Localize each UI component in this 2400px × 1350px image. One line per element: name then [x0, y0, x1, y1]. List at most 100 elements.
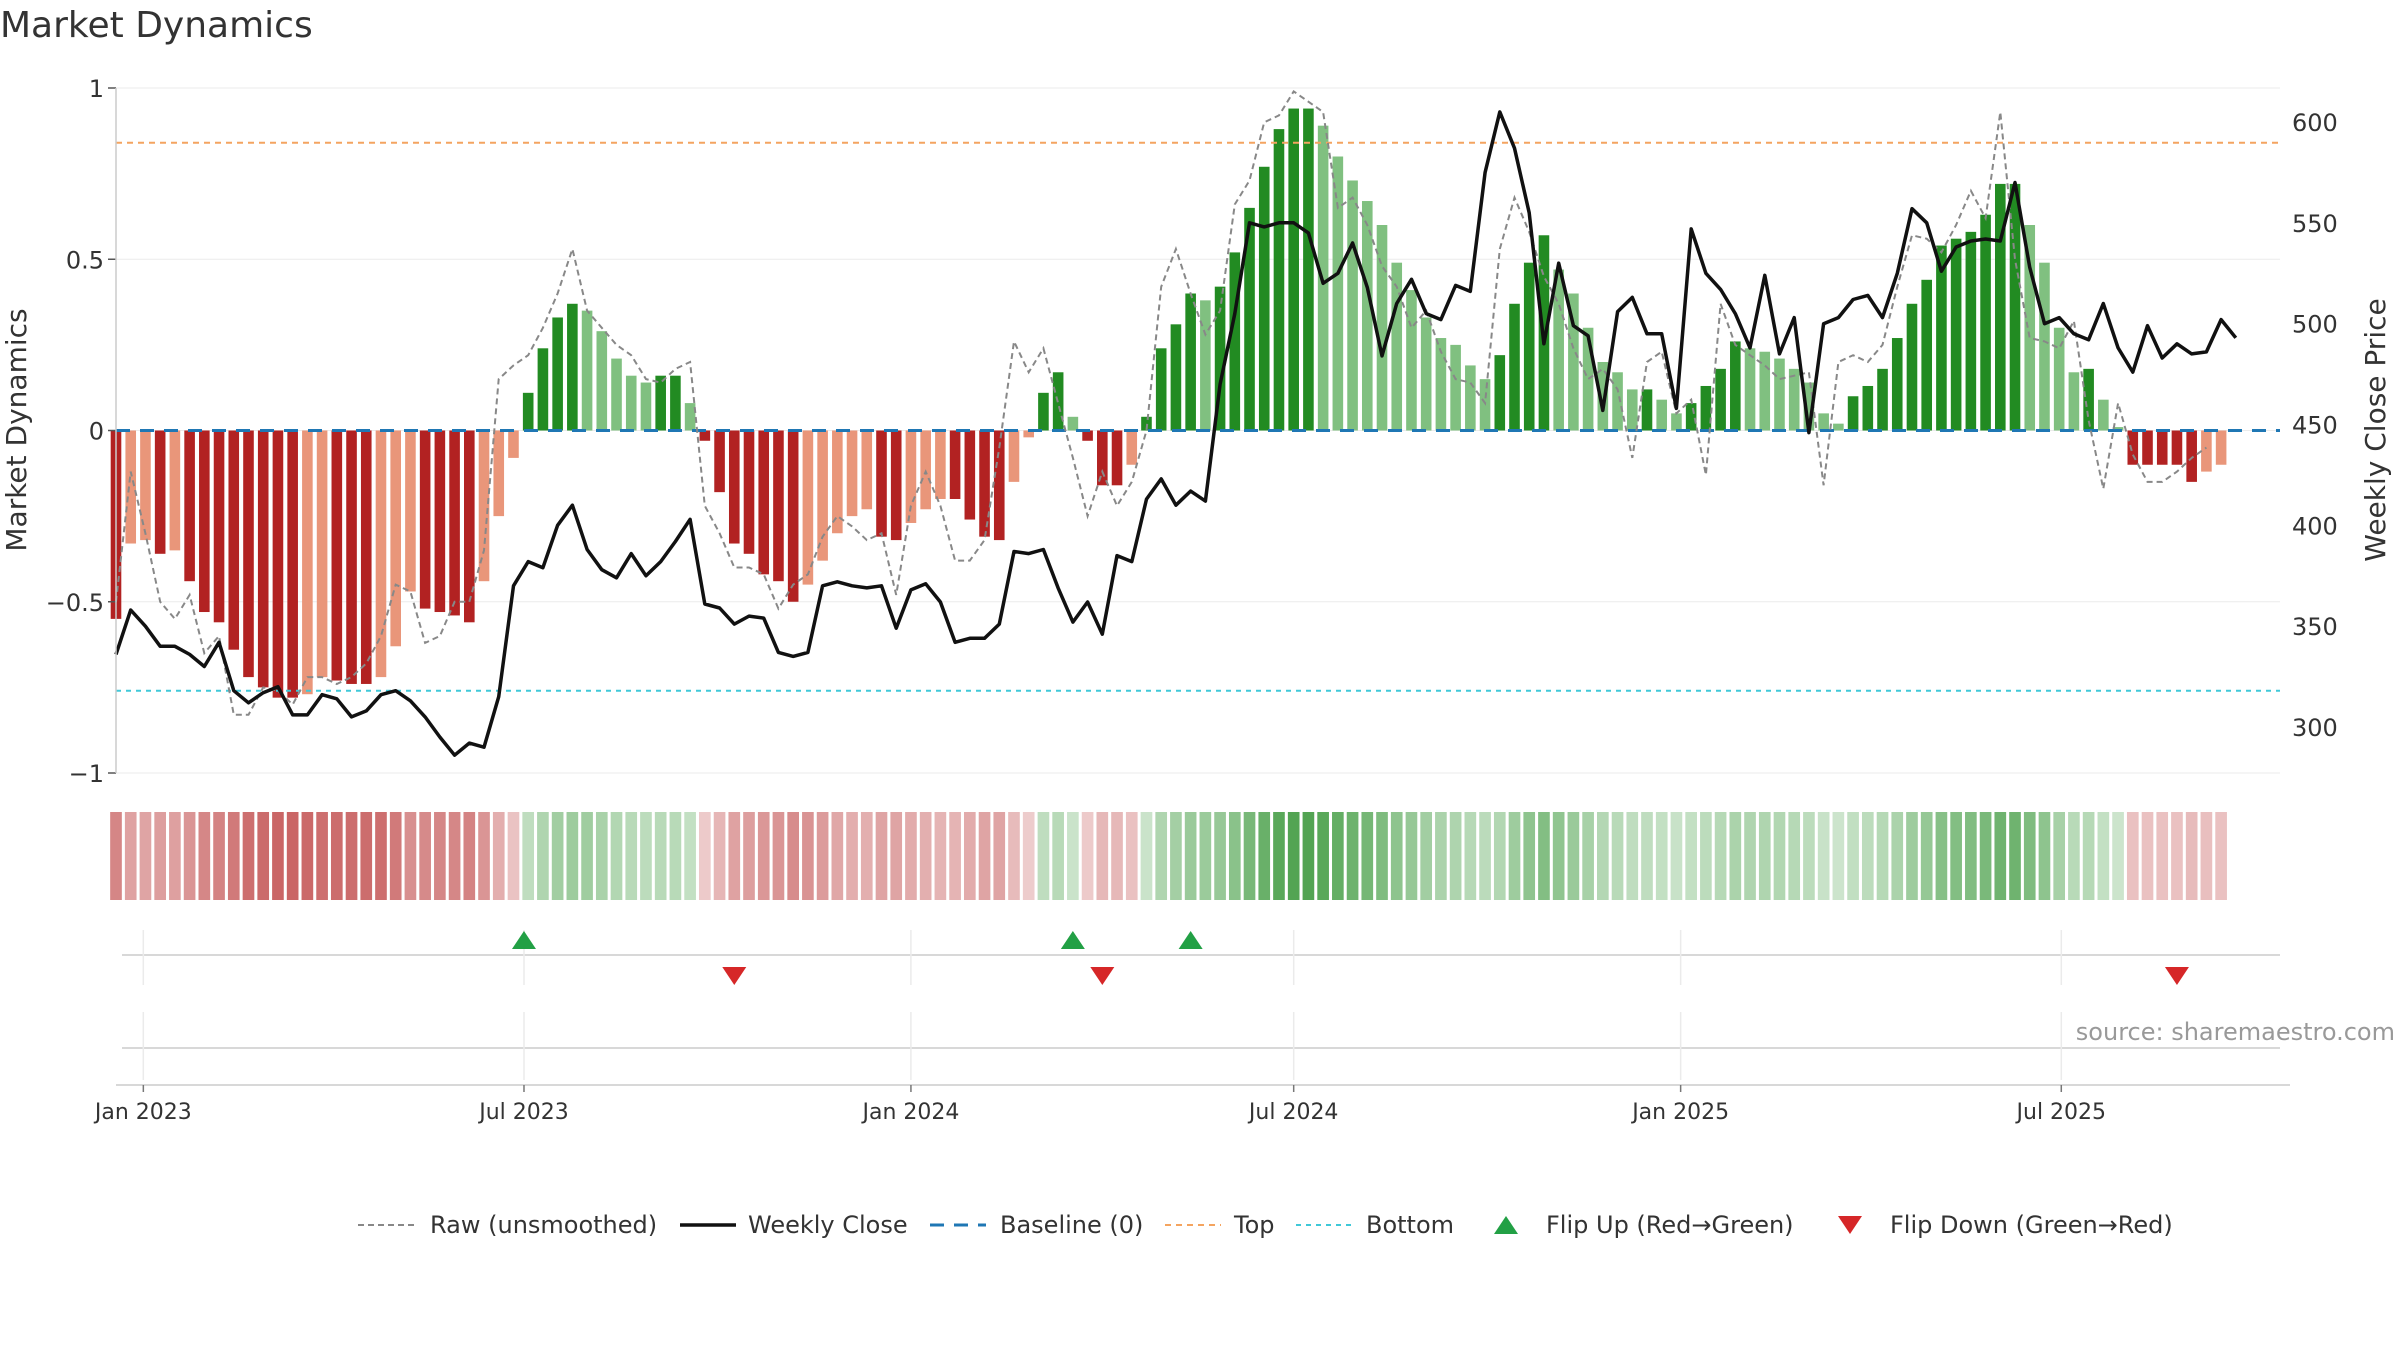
- dynamics-bar: [2039, 262, 2050, 431]
- regime-cell: [301, 812, 314, 900]
- dynamics-bar: [1406, 290, 1417, 431]
- y-tick-label-left: 1: [89, 75, 104, 103]
- dynamics-bar: [243, 430, 254, 678]
- regime-cell: [1626, 812, 1639, 900]
- legend-swatch-flip-up: [1494, 1216, 1518, 1234]
- dynamics-bar: [1332, 156, 1344, 431]
- raw-series-line: [115, 89, 2207, 716]
- dynamics-bar: [1715, 368, 1726, 431]
- dynamics-bar: [375, 430, 387, 678]
- regime-cell: [2038, 812, 2051, 900]
- dynamics-bar: [1450, 344, 1461, 431]
- dynamics-bar: [1833, 423, 1844, 431]
- dynamics-bar: [714, 430, 725, 493]
- dynamics-bar: [1347, 180, 1358, 431]
- regime-cell: [2171, 812, 2183, 900]
- regime-cell: [1817, 812, 1830, 900]
- regime-cell: [2053, 812, 2066, 900]
- regime-cell: [2156, 812, 2169, 900]
- dynamics-bar: [1479, 379, 1491, 431]
- regime-cell: [1037, 812, 1050, 900]
- dynamics-bar: [787, 430, 799, 602]
- dynamics-bar: [2009, 183, 2021, 431]
- regime-cell: [713, 812, 726, 900]
- regime-cell: [2200, 812, 2213, 900]
- dynamics-bar: [758, 430, 770, 575]
- dynamics-bar: [1730, 341, 1741, 431]
- flip-up-marker: [1178, 931, 1203, 949]
- dynamics-bar: [1523, 262, 1535, 431]
- dynamics-bar: [2156, 430, 2168, 465]
- dynamics-bar: [1553, 269, 1564, 431]
- regime-cell: [1464, 812, 1477, 900]
- regime-cell: [1243, 812, 1256, 900]
- regime-cell: [1096, 812, 1109, 900]
- dynamics-bar: [817, 430, 828, 561]
- regime-cell: [139, 812, 152, 900]
- regime-cell: [1847, 812, 1859, 900]
- flip-markers: [122, 930, 2280, 985]
- dynamics-bar: [581, 310, 593, 431]
- dynamics-bar: [1803, 382, 1815, 431]
- dynamics-bar: [1788, 368, 1800, 431]
- regime-cell: [831, 812, 844, 900]
- regime-cell: [345, 812, 358, 900]
- dynamics-bar: [1612, 372, 1623, 431]
- regime-cell: [1803, 812, 1815, 900]
- dynamics-bar: [508, 430, 519, 458]
- regime-cell: [728, 812, 741, 900]
- regime-cell: [978, 812, 991, 900]
- regime-cell: [1493, 812, 1506, 900]
- dynamics-bar: [2053, 327, 2065, 431]
- dynamics-bar: [2112, 427, 2124, 431]
- dynamics-bar: [964, 430, 976, 520]
- regime-cell: [654, 812, 667, 900]
- regime-cell: [1523, 812, 1536, 900]
- legend-item-top: Top: [1165, 1211, 1275, 1239]
- regime-cell: [1214, 812, 1226, 900]
- regime-cell: [286, 812, 299, 900]
- dynamics-bar: [1391, 262, 1403, 431]
- dynamics-bar: [522, 392, 534, 431]
- regime-cell: [1552, 812, 1565, 900]
- y-tick-label-left: −0.5: [46, 589, 104, 617]
- dynamics-bar: [1847, 396, 1859, 431]
- dynamics-bar: [1361, 201, 1373, 431]
- dynamics-bar: [2098, 399, 2109, 431]
- regime-cell: [507, 812, 520, 900]
- dynamics-bar: [1509, 303, 1520, 431]
- dynamics-bar: [1288, 108, 1299, 431]
- regime-cell: [1390, 812, 1403, 900]
- regime-cell: [757, 812, 770, 900]
- y-axis-label-right: Weekly Close Price: [2359, 298, 2392, 561]
- dynamics-bar: [655, 375, 666, 431]
- legend-label-bottom: Bottom: [1366, 1211, 1454, 1239]
- regime-cell: [448, 812, 461, 900]
- dynamics-bar: [699, 430, 711, 441]
- regime-cell: [2126, 812, 2139, 900]
- dynamics-bar: [140, 430, 151, 541]
- regime-cell: [537, 812, 549, 900]
- dynamics-bar: [154, 430, 166, 554]
- regime-cell: [846, 812, 858, 900]
- dynamics-bar: [890, 430, 902, 541]
- x-tick-label: Jul 2023: [477, 1100, 569, 1125]
- dynamics-bar: [1980, 214, 1991, 431]
- dynamics-bar: [1038, 392, 1049, 431]
- dynamics-bar: [949, 430, 961, 499]
- dynamics-bar: [993, 430, 1005, 541]
- dynamics-bar: [1656, 399, 1668, 431]
- regime-cell: [1140, 812, 1153, 900]
- regime-cell: [1597, 812, 1609, 900]
- regime-cell: [1611, 812, 1624, 900]
- legend-item-base: Baseline (0): [930, 1211, 1143, 1239]
- dynamics-bar: [1597, 362, 1609, 431]
- source-credit: source: sharemaestro.com: [2076, 1018, 2395, 1046]
- regime-cell: [963, 812, 976, 900]
- chart-title: Market Dynamics: [0, 5, 313, 46]
- regime-cell: [1714, 812, 1727, 900]
- regime-cell: [1170, 812, 1182, 900]
- regime-cell: [1685, 812, 1697, 900]
- dynamics-bar: [2201, 430, 2212, 472]
- legend-item-bottom: Bottom: [1296, 1211, 1454, 1239]
